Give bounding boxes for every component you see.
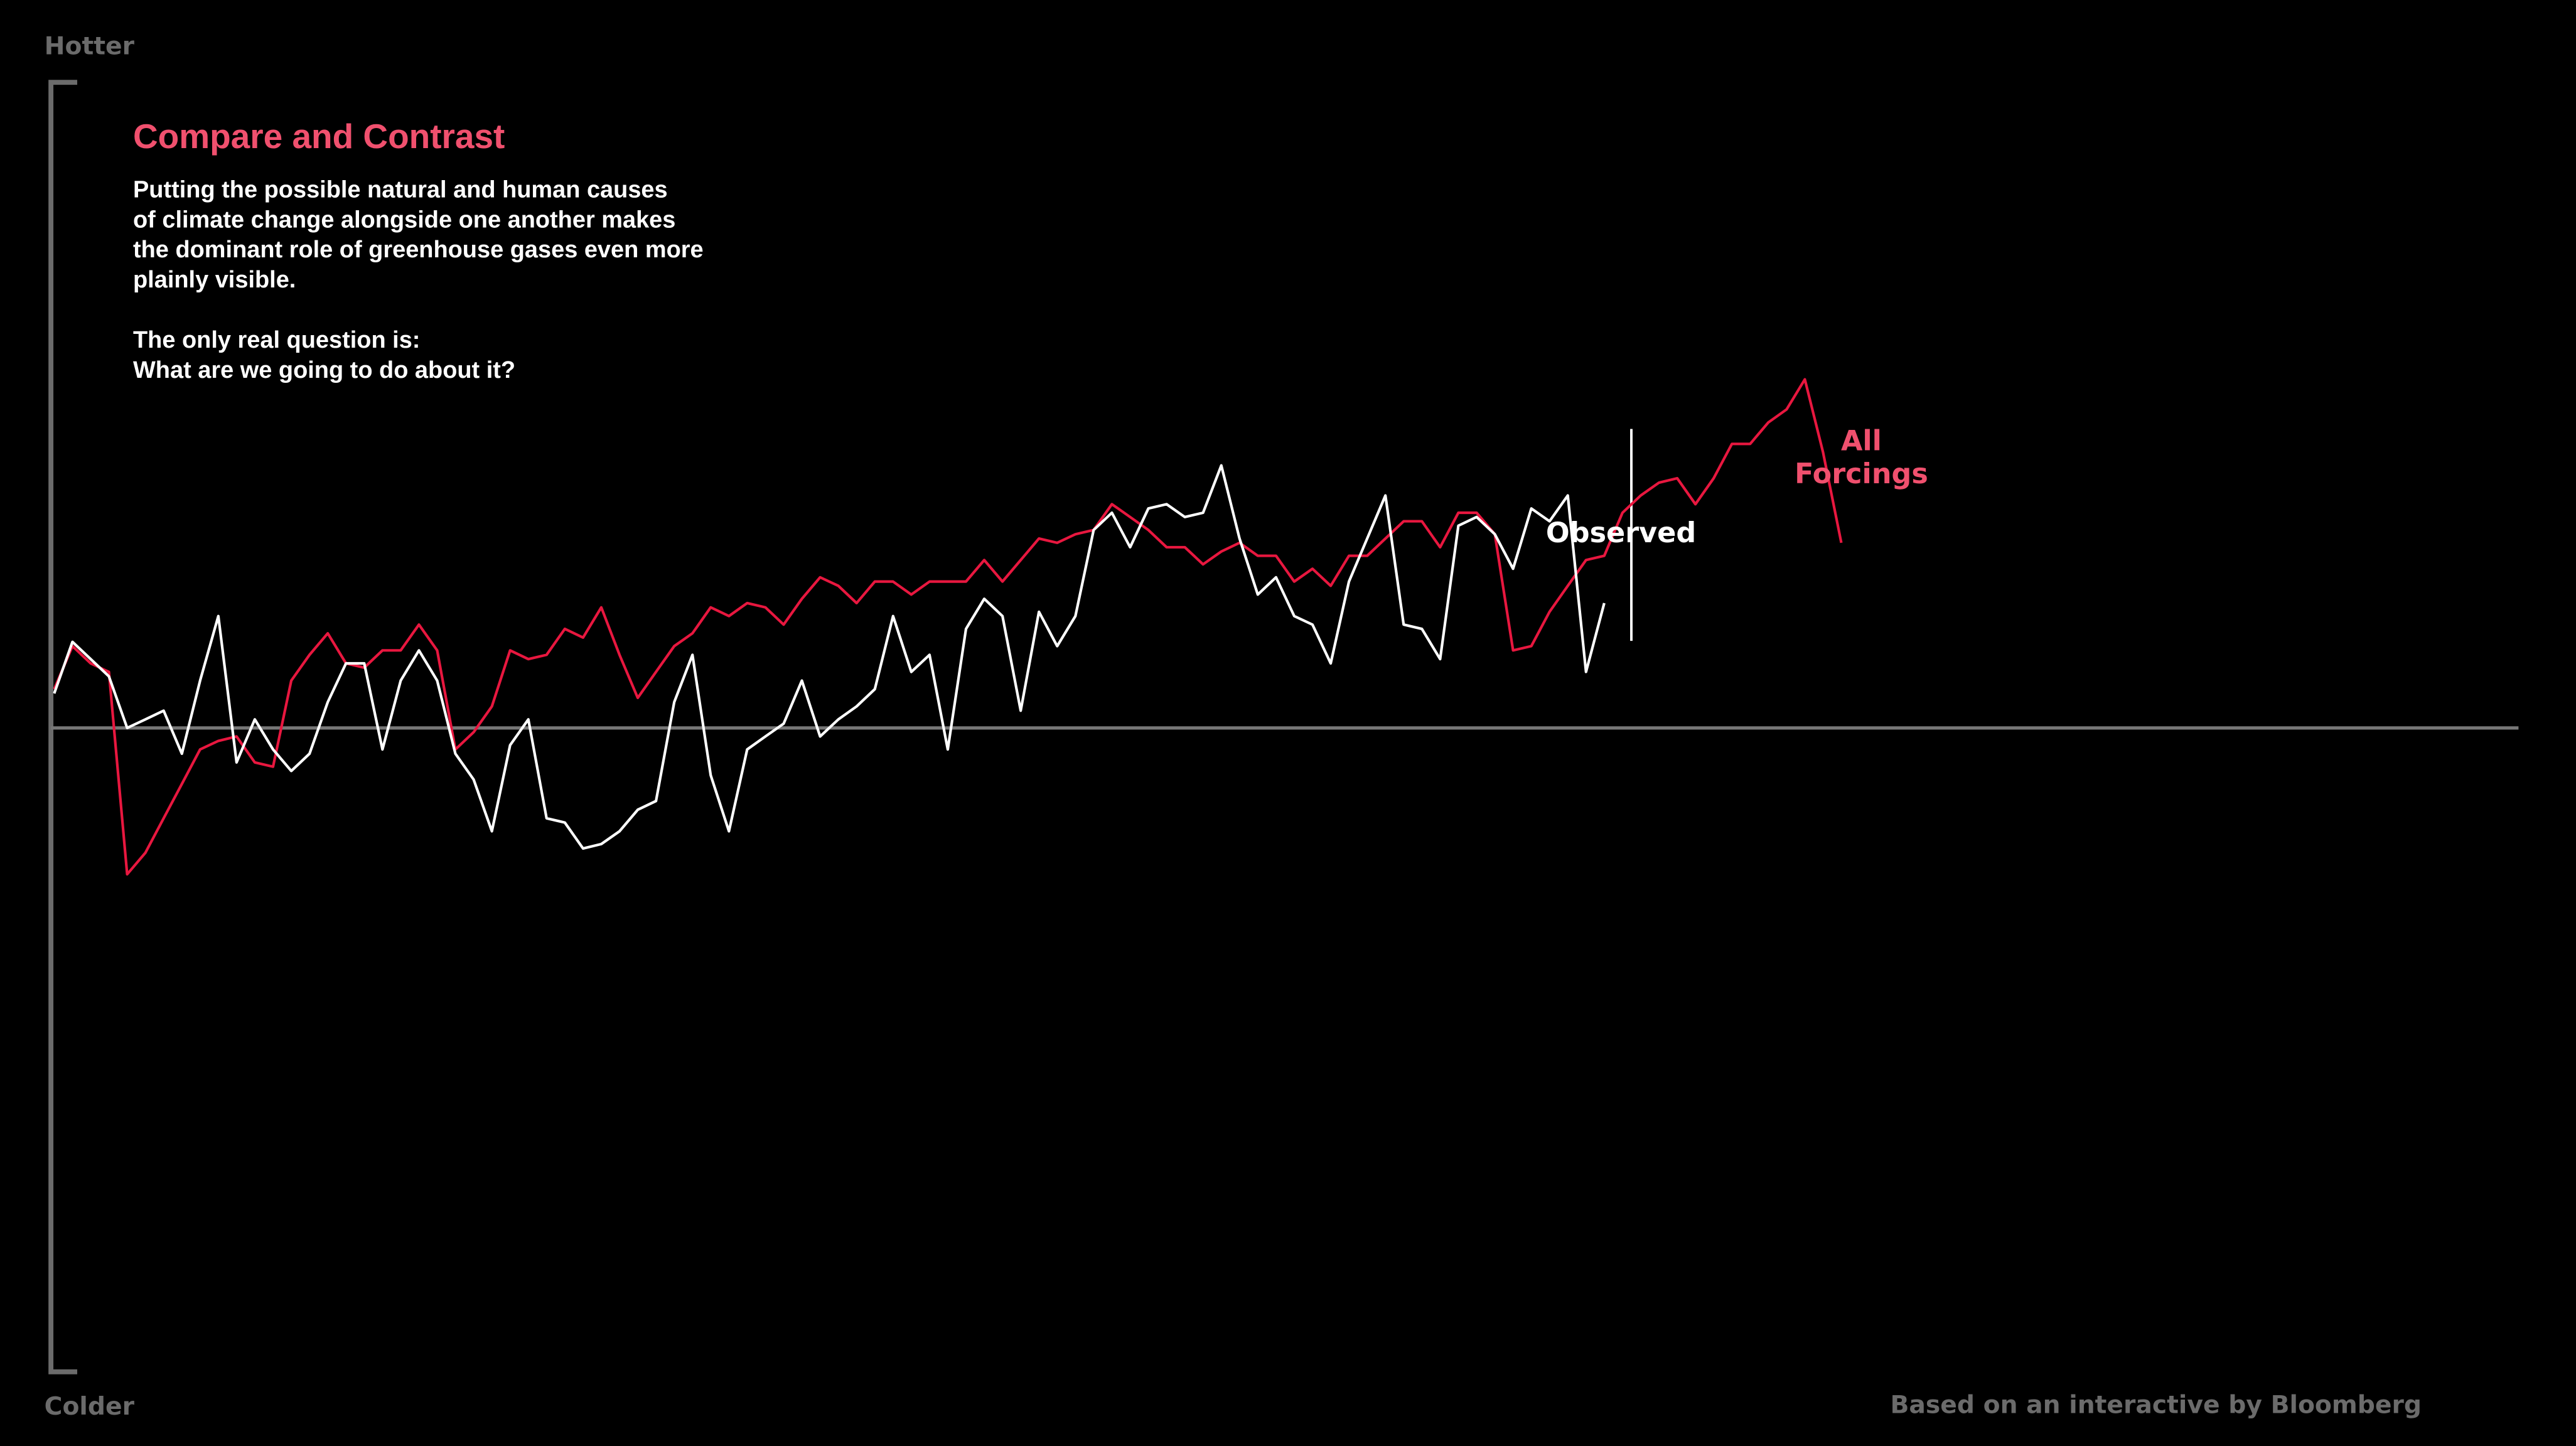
description-line: plainly visible.: [133, 267, 296, 293]
series-label: All Forcings: [1795, 426, 1928, 491]
y-bottom-label: Colder: [45, 1393, 135, 1421]
series-line: [53, 378, 1843, 876]
y-top-label: Hotter: [45, 33, 135, 61]
description-line: of climate change alongside one another …: [133, 206, 675, 233]
series-label-box: All Forcings: [1795, 426, 1928, 491]
series-label: Observed: [1546, 517, 1696, 549]
description-line: The only real question is:: [133, 327, 420, 353]
chart-title: Compare and Contrast: [133, 117, 505, 156]
description-line: What are we going to do about it?: [133, 357, 515, 383]
credit: Based on an interactive by Bloomberg: [1890, 1391, 2422, 1419]
series-line: [53, 464, 1606, 850]
description-line: Putting the possible natural and human c…: [133, 176, 668, 203]
description-line: the dominant role of greenhouse gases ev…: [133, 237, 704, 263]
